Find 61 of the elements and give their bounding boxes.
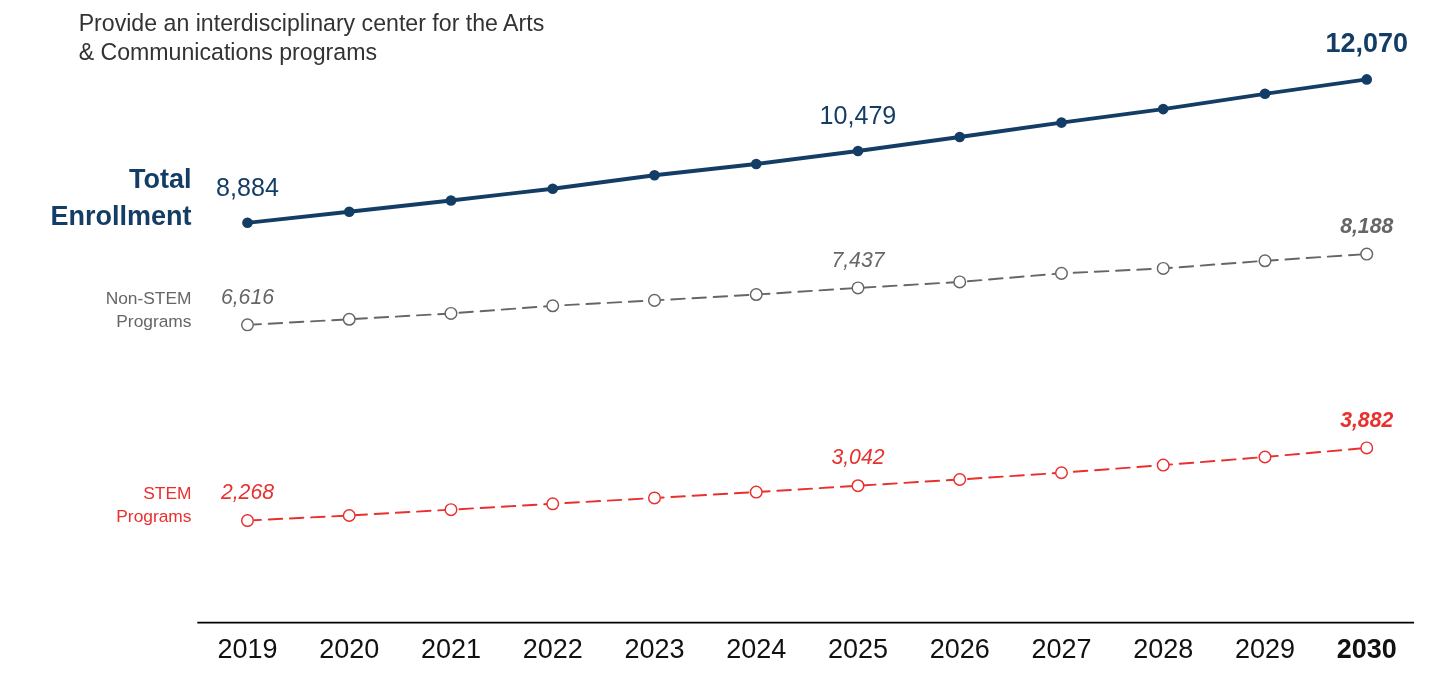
point xyxy=(647,293,661,307)
point xyxy=(1361,74,1373,85)
point xyxy=(1360,441,1374,455)
point xyxy=(240,318,254,332)
x-tick-label: 2021 xyxy=(420,634,482,665)
data-label: 6,616 xyxy=(220,284,275,308)
point xyxy=(1259,88,1271,100)
point xyxy=(851,479,865,493)
x-tick-label: 2020 xyxy=(319,634,380,665)
text: STEM Programs xyxy=(116,483,192,527)
point xyxy=(342,508,356,523)
x-tick-label: 2023 xyxy=(624,634,685,665)
x-tick-label: 2024 xyxy=(726,634,787,665)
point xyxy=(546,497,560,511)
point xyxy=(445,195,457,206)
point xyxy=(954,131,966,143)
point xyxy=(647,491,661,505)
point xyxy=(750,158,762,170)
point xyxy=(343,206,355,218)
point xyxy=(953,275,967,289)
x-tick-label: 2030 xyxy=(1336,634,1397,665)
data-label: 2,268 xyxy=(219,480,275,504)
x-tick-label: 2029 xyxy=(1234,634,1296,665)
point xyxy=(240,514,254,528)
point xyxy=(1156,261,1170,275)
point xyxy=(953,472,967,487)
x-tick-label: 2025 xyxy=(827,634,889,665)
point xyxy=(749,288,763,302)
point xyxy=(444,503,458,517)
x-tick-label: 2022 xyxy=(522,634,583,665)
series-label: Total Enrollment xyxy=(50,164,192,231)
point xyxy=(1054,266,1068,280)
data-label: 8,884 xyxy=(216,172,279,201)
text: Non-STEM Programs xyxy=(105,287,192,331)
point xyxy=(1360,247,1374,261)
x-tick-label: 2027 xyxy=(1031,634,1092,665)
data-label: 3,882 xyxy=(1340,407,1394,431)
point xyxy=(1258,254,1272,268)
point xyxy=(1054,466,1068,480)
data-label: 10,479 xyxy=(819,100,897,129)
point xyxy=(1157,103,1169,115)
data-label: 8,188 xyxy=(1340,213,1394,237)
point xyxy=(242,217,253,229)
point xyxy=(852,145,864,157)
data-label: 3,042 xyxy=(831,445,885,469)
point xyxy=(649,169,660,181)
point xyxy=(546,299,560,313)
point xyxy=(547,183,559,195)
text: Provide an interdisciplinary center for the Arts & Communications programs xyxy=(78,10,545,66)
point xyxy=(1156,458,1170,472)
point xyxy=(1258,450,1272,464)
x-tick-label: 2028 xyxy=(1133,634,1194,665)
x-tick-label: 2019 xyxy=(217,634,278,665)
data-label: 12,070 xyxy=(1325,28,1409,59)
point xyxy=(1056,117,1067,128)
point xyxy=(749,485,763,499)
point xyxy=(851,281,865,295)
x-tick-label: 2026 xyxy=(929,634,990,665)
point xyxy=(342,312,356,326)
point xyxy=(444,306,458,320)
data-label: 7,437 xyxy=(831,247,886,271)
